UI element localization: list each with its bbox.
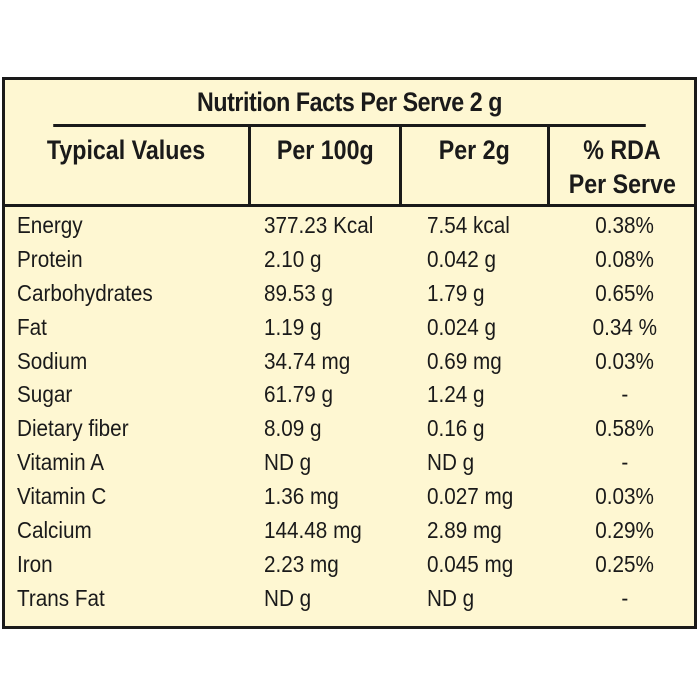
nutrient-name: Sugar xyxy=(17,381,73,408)
nutrient-name: Vitamin C xyxy=(17,483,107,510)
table-title: Nutrition Facts Per Serve 2 g xyxy=(53,80,646,127)
value-per-100g: 1.36 mg xyxy=(264,483,339,510)
table-row: Protein 2.10 g 0.042 g 0.08% xyxy=(5,243,694,277)
value-per-2g: 0.045 mg xyxy=(427,550,514,577)
value-per-2g: 1.79 g xyxy=(427,279,485,306)
header-typical-values: Typical Values xyxy=(5,127,248,204)
header-per-100g-label: Per 100g xyxy=(276,135,374,165)
table-row: Sugar 61.79 g 1.24 g - xyxy=(5,378,694,412)
value-per-100g: 377.23 Kcal xyxy=(264,212,374,238)
value-per-100g: ND g xyxy=(264,449,312,476)
value-per-2g: 2.89 mg xyxy=(427,517,502,544)
value-per-2g: 0.69 mg xyxy=(427,347,502,374)
header-per-2g: Per 2g xyxy=(402,127,547,204)
value-rda: - xyxy=(621,584,629,611)
table-row: Trans Fat ND g ND g - xyxy=(5,582,694,616)
value-per-100g: 2.10 g xyxy=(264,245,322,272)
value-per-2g: 0.16 g xyxy=(427,415,485,442)
value-rda: 0.03% xyxy=(595,483,655,510)
header-row: Typical Values Per 100g Per 2g % RDA Per… xyxy=(5,127,694,207)
value-per-2g: 1.24 g xyxy=(427,381,485,408)
nutrient-name: Iron xyxy=(17,550,53,577)
table-row: Dietary fiber 8.09 g 0.16 g 0.58% xyxy=(5,412,694,446)
table-row: Iron 2.23 mg 0.045 mg 0.25% xyxy=(5,548,694,582)
value-rda: 0.03% xyxy=(595,347,655,374)
value-rda: 0.38% xyxy=(595,212,655,238)
header-rda-per-serve: % RDA Per Serve xyxy=(550,127,694,204)
value-rda: 0.34 % xyxy=(592,313,658,340)
header-per-100g: Per 100g xyxy=(251,127,399,204)
nutrient-name: Carbohydrates xyxy=(17,279,153,306)
value-per-100g: 1.19 g xyxy=(264,313,322,340)
nutrient-name: Vitamin A xyxy=(17,449,105,476)
table-row: Calcium 144.48 mg 2.89 mg 0.29% xyxy=(5,514,694,548)
nutrient-name: Protein xyxy=(17,245,83,272)
table-row: Vitamin C 1.36 mg 0.027 mg 0.03% xyxy=(5,480,694,514)
value-per-2g: ND g xyxy=(427,584,475,611)
table-row: Energy 377.23 Kcal 7.54 kcal 0.38% xyxy=(5,209,694,243)
value-per-100g: 2.23 mg xyxy=(264,550,339,577)
value-per-100g: 89.53 g xyxy=(264,279,334,306)
table-row: Carbohydrates 89.53 g 1.79 g 0.65% xyxy=(5,277,694,311)
table-row: Sodium 34.74 mg 0.69 mg 0.03% xyxy=(5,345,694,379)
value-per-100g: 144.48 mg xyxy=(264,517,362,544)
value-rda: 0.08% xyxy=(595,245,655,272)
header-per-2g-label: Per 2g xyxy=(438,135,510,165)
nutrient-name: Dietary fiber xyxy=(17,415,129,442)
table-title-text: Nutrition Facts Per Serve 2 g xyxy=(197,86,502,117)
header-rda-line1: % RDA xyxy=(583,135,661,165)
nutrient-name: Sodium xyxy=(17,347,88,374)
value-rda: 0.25% xyxy=(595,550,655,577)
column-divider xyxy=(248,127,251,204)
value-per-100g: 61.79 g xyxy=(264,381,334,408)
column-divider xyxy=(399,127,402,204)
table-row: Fat 1.19 g 0.024 g 0.34 % xyxy=(5,311,694,345)
value-per-2g: ND g xyxy=(427,449,475,476)
value-rda: 0.29% xyxy=(595,517,655,544)
header-rda-line2: Per Serve xyxy=(568,169,676,199)
value-rda: - xyxy=(621,449,629,476)
nutrition-facts-table: Nutrition Facts Per Serve 2 g Typical Va… xyxy=(2,77,697,629)
table-row: Vitamin A ND g ND g - xyxy=(5,446,694,480)
value-per-100g: ND g xyxy=(264,584,312,611)
value-per-100g: 8.09 g xyxy=(264,415,322,442)
nutrient-name: Trans Fat xyxy=(17,584,105,611)
value-rda: 0.65% xyxy=(595,279,655,306)
nutrient-name: Fat xyxy=(17,313,47,340)
nutrient-name: Energy xyxy=(17,212,83,238)
value-per-2g: 0.024 g xyxy=(427,313,497,340)
value-per-100g: 34.74 mg xyxy=(264,347,351,374)
value-per-2g: 0.042 g xyxy=(427,245,497,272)
value-per-2g: 0.027 mg xyxy=(427,483,514,510)
value-per-2g: 7.54 kcal xyxy=(427,212,510,238)
table-body: Energy 377.23 Kcal 7.54 kcal 0.38% Prote… xyxy=(5,209,694,616)
value-rda: - xyxy=(621,381,629,408)
nutrient-name: Calcium xyxy=(17,517,92,544)
header-typical-values-label: Typical Values xyxy=(47,135,206,165)
column-divider xyxy=(547,127,550,204)
value-rda: 0.58% xyxy=(595,415,655,442)
